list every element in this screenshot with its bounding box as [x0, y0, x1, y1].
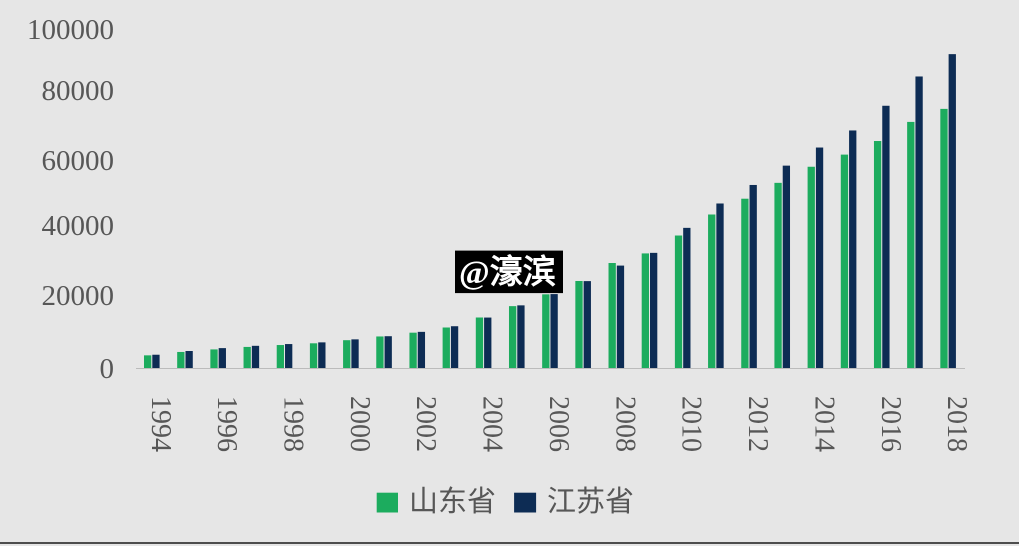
svg-text:40000: 40000 — [42, 210, 115, 242]
svg-text:2014: 2014 — [808, 396, 839, 452]
svg-text:@濠滨: @濠滨 — [459, 253, 556, 291]
svg-text:2002: 2002 — [410, 396, 441, 452]
svg-text:1994: 1994 — [145, 396, 176, 452]
svg-text:60000: 60000 — [42, 145, 115, 177]
svg-text:2010: 2010 — [676, 396, 707, 452]
svg-text:20000: 20000 — [42, 280, 115, 312]
svg-text:2004: 2004 — [477, 396, 508, 452]
svg-text:2006: 2006 — [543, 396, 574, 452]
svg-text:江苏省: 江苏省 — [547, 485, 634, 518]
svg-text:100000: 100000 — [27, 14, 114, 46]
svg-text:0: 0 — [100, 353, 115, 385]
svg-text:2016: 2016 — [875, 396, 906, 452]
svg-text:2018: 2018 — [941, 396, 972, 452]
svg-text:2012: 2012 — [742, 396, 773, 452]
svg-text:2000: 2000 — [344, 396, 375, 452]
svg-text:2008: 2008 — [609, 396, 640, 452]
svg-text:80000: 80000 — [42, 75, 115, 107]
svg-text:1998: 1998 — [278, 396, 309, 452]
svg-text:1996: 1996 — [211, 396, 242, 452]
svg-text:山东省: 山东省 — [409, 485, 496, 518]
